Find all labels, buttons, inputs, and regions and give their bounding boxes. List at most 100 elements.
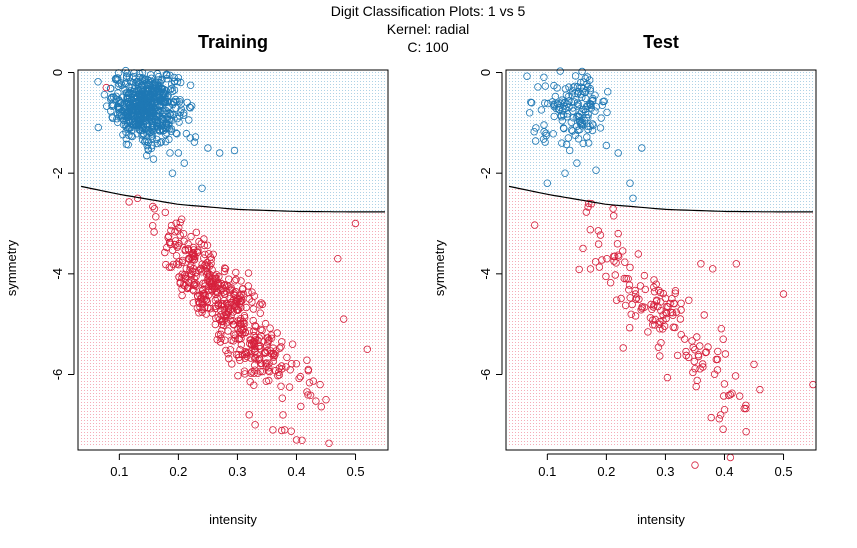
data-point-class-1 bbox=[565, 103, 573, 111]
data-point-class-1 bbox=[138, 68, 147, 77]
data-point-class-1 bbox=[141, 96, 150, 105]
data-point-class-5 bbox=[292, 436, 301, 444]
data-point-class-5 bbox=[632, 295, 640, 303]
data-point-class-5 bbox=[736, 392, 744, 400]
data-point-class-1 bbox=[138, 131, 146, 139]
data-point-class-1 bbox=[122, 140, 131, 148]
data-point-class-5 bbox=[668, 309, 677, 317]
data-point-class-5 bbox=[149, 202, 157, 211]
data-point-class-5 bbox=[531, 221, 539, 229]
data-point-class-5 bbox=[640, 303, 648, 311]
data-point-class-1 bbox=[569, 87, 577, 95]
data-point-class-5 bbox=[277, 343, 285, 351]
data-point-class-5 bbox=[247, 354, 255, 362]
data-point-class-5 bbox=[594, 240, 603, 248]
data-point-class-5 bbox=[305, 379, 314, 387]
data-point-class-5 bbox=[200, 282, 209, 290]
data-point-class-5 bbox=[652, 297, 661, 305]
data-point-class-1 bbox=[215, 149, 224, 157]
data-point-class-5 bbox=[750, 360, 758, 369]
y-tick-label: -4 bbox=[50, 268, 65, 280]
data-point-class-5 bbox=[102, 83, 110, 92]
data-point-class-1 bbox=[186, 81, 195, 89]
data-point-class-1 bbox=[175, 118, 183, 126]
data-point-class-1 bbox=[638, 144, 646, 152]
data-point-class-1 bbox=[574, 112, 582, 120]
data-point-class-5 bbox=[228, 360, 236, 368]
data-point-class-5 bbox=[278, 362, 286, 370]
data-point-class-1 bbox=[114, 69, 123, 77]
data-point-class-5 bbox=[183, 284, 191, 292]
data-point-class-5 bbox=[249, 316, 257, 325]
data-point-class-1 bbox=[172, 129, 180, 137]
data-point-class-1 bbox=[182, 129, 191, 138]
data-point-class-5 bbox=[235, 300, 244, 308]
data-point-class-5 bbox=[194, 246, 202, 254]
data-point-class-1 bbox=[541, 82, 549, 90]
data-point-class-5 bbox=[236, 346, 244, 354]
data-point-class-1 bbox=[185, 103, 194, 111]
data-point-class-5 bbox=[281, 426, 289, 434]
data-point-class-5 bbox=[689, 368, 697, 377]
data-point-class-5 bbox=[274, 372, 282, 380]
data-point-class-1 bbox=[584, 125, 592, 134]
data-point-class-5 bbox=[251, 421, 259, 429]
data-point-class-5 bbox=[150, 205, 159, 213]
data-point-class-5 bbox=[662, 309, 671, 318]
data-point-class-5 bbox=[661, 294, 670, 302]
data-point-class-5 bbox=[187, 261, 195, 270]
data-point-class-1 bbox=[107, 94, 115, 102]
data-point-class-1 bbox=[230, 146, 239, 155]
data-point-class-5 bbox=[265, 336, 273, 344]
data-point-class-5 bbox=[262, 359, 271, 367]
data-point-class-5 bbox=[298, 436, 306, 444]
data-point-class-5 bbox=[219, 317, 227, 325]
data-point-class-5 bbox=[189, 248, 197, 257]
data-point-class-5 bbox=[192, 280, 200, 288]
data-point-class-5 bbox=[265, 367, 274, 376]
data-point-class-1 bbox=[582, 87, 590, 95]
data-point-class-5 bbox=[279, 411, 287, 419]
test-y-axis: 0 -2 -4 -6 bbox=[478, 69, 503, 381]
data-point-class-5 bbox=[178, 258, 186, 266]
data-point-class-5 bbox=[189, 286, 197, 294]
training-panel: Training 0.1 0.2 0.3 0.4 0.5 0 -2 -4 -6 intensi… bbox=[4, 32, 389, 527]
data-point-class-5 bbox=[240, 367, 249, 375]
data-point-class-5 bbox=[269, 426, 277, 434]
data-point-class-1 bbox=[115, 96, 123, 104]
data-point-class-5 bbox=[234, 372, 242, 380]
data-point-class-1 bbox=[571, 131, 579, 139]
x-tick-label: 0.2 bbox=[597, 464, 615, 479]
data-point-class-5 bbox=[173, 227, 182, 235]
y-tick-label: -6 bbox=[478, 369, 493, 381]
data-point-class-1 bbox=[143, 80, 151, 88]
data-point-class-1 bbox=[534, 83, 542, 91]
data-point-class-5 bbox=[660, 322, 669, 330]
suptitle-line-2: Kernel: radial bbox=[387, 21, 470, 37]
data-point-class-1 bbox=[112, 75, 121, 83]
data-point-class-5 bbox=[714, 347, 722, 356]
data-point-class-5 bbox=[579, 244, 587, 253]
data-point-class-5 bbox=[240, 325, 248, 333]
grid-region-class-1 bbox=[509, 72, 813, 211]
data-point-class-5 bbox=[231, 287, 240, 296]
data-point-class-5 bbox=[171, 240, 179, 249]
data-point-class-1 bbox=[558, 107, 567, 115]
data-point-class-5 bbox=[312, 397, 320, 405]
data-point-class-5 bbox=[595, 263, 604, 271]
training-decision-boundary bbox=[80, 185, 385, 213]
data-point-class-5 bbox=[625, 286, 633, 294]
data-point-class-1 bbox=[141, 138, 149, 146]
data-point-class-1 bbox=[128, 117, 137, 125]
data-point-class-1 bbox=[525, 109, 534, 117]
data-point-class-5 bbox=[671, 289, 679, 297]
data-point-class-5 bbox=[246, 336, 254, 344]
data-point-class-1 bbox=[139, 124, 147, 132]
data-point-class-5 bbox=[635, 295, 643, 303]
data-point-class-1 bbox=[558, 139, 566, 147]
data-point-class-1 bbox=[523, 72, 531, 80]
data-point-class-1 bbox=[560, 124, 568, 133]
data-point-class-5 bbox=[670, 300, 678, 308]
data-point-class-5 bbox=[316, 380, 324, 389]
data-point-class-5 bbox=[691, 365, 699, 373]
